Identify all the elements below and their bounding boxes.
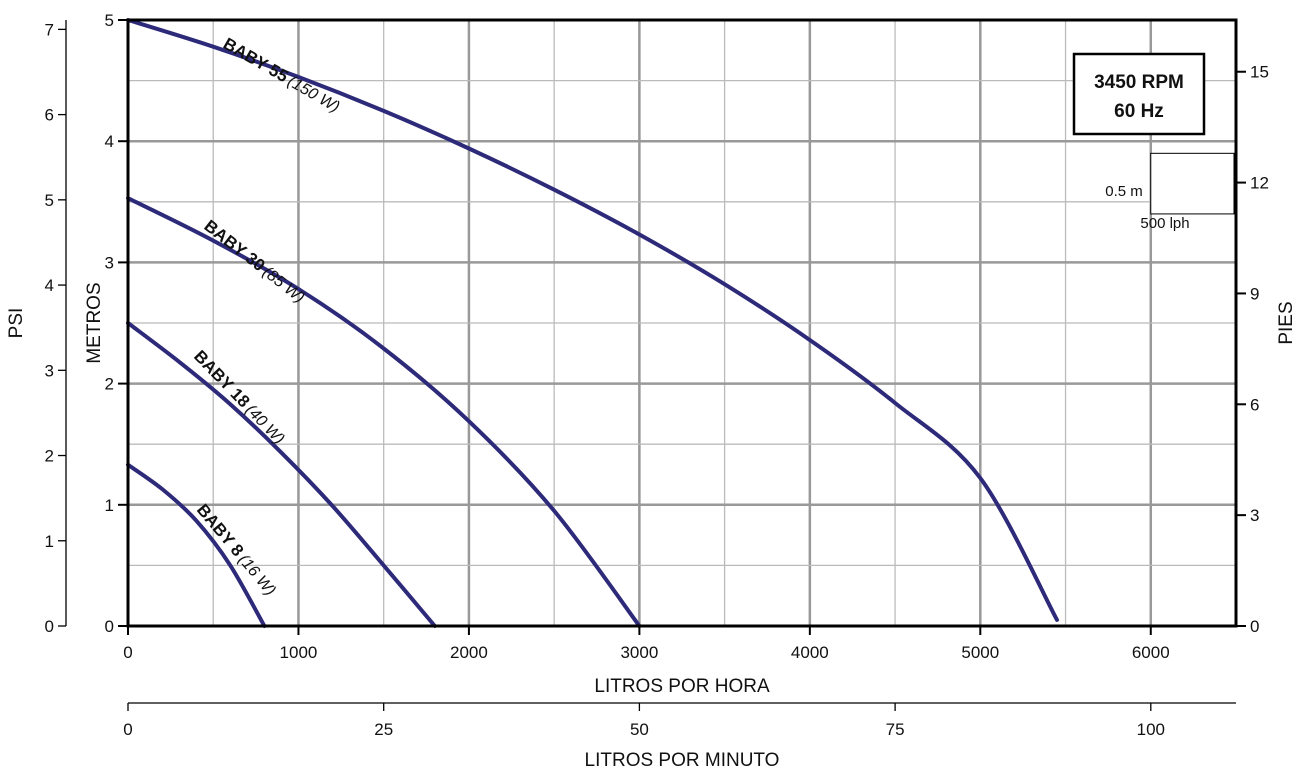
scale-legend-height: 0.5 m xyxy=(1105,183,1143,200)
pies-tick-label: 6 xyxy=(1250,395,1259,414)
x-tick-label: 4000 xyxy=(791,643,829,662)
curve-label-baby-18: BABY 18(40 W) xyxy=(190,347,289,448)
curve-power: (40 W) xyxy=(242,402,288,448)
frequency-label: 60 Hz xyxy=(1114,101,1164,122)
x2-tick-label: 100 xyxy=(1137,720,1165,739)
curve-baby-8 xyxy=(126,462,267,628)
x-tick-label: 1000 xyxy=(280,643,318,662)
x-tick-label: 5000 xyxy=(961,643,999,662)
curve-power: (85 W) xyxy=(259,264,307,307)
scale-legend-width: 500 lph xyxy=(1140,215,1189,232)
y-tick-label: 0 xyxy=(105,617,114,636)
rpm-info-box xyxy=(1072,52,1206,136)
y-axis-title: METROS xyxy=(84,282,105,363)
curve-baby-30 xyxy=(126,196,642,628)
y-tick-label: 3 xyxy=(105,253,114,272)
curve-power: (150 W) xyxy=(285,73,343,116)
x-axis-title: LITROS POR HORA xyxy=(594,676,770,697)
scale-legend-square xyxy=(1150,152,1235,215)
pies-tick-label: 12 xyxy=(1250,174,1269,193)
curve-name: BABY 55 xyxy=(220,34,291,86)
curve-baby-55 xyxy=(126,18,1059,622)
psi-tick-label: 7 xyxy=(45,20,54,39)
psi-tick-label: 2 xyxy=(45,447,54,466)
grid xyxy=(128,20,1236,626)
plot-frame xyxy=(126,18,1238,628)
curve-baby-18 xyxy=(126,321,437,628)
y-tick-label: 1 xyxy=(105,496,114,515)
performance-curves xyxy=(126,18,1059,628)
x2-tick-label: 0 xyxy=(123,720,132,739)
pies-axis-title: PIES xyxy=(1276,301,1297,344)
psi-tick-label: 5 xyxy=(45,191,54,210)
x-tick-label: 6000 xyxy=(1132,643,1170,662)
curve-label-baby-55: BABY 55(150 W) xyxy=(220,34,343,116)
x-tick-label: 3000 xyxy=(620,643,658,662)
x-tick-label: 0 xyxy=(123,643,132,662)
pies-tick-label: 0 xyxy=(1250,617,1259,636)
curve-power: (16 W) xyxy=(235,551,279,599)
curve-label-baby-8: BABY 8(16 W) xyxy=(193,500,280,599)
psi-tick-label: 3 xyxy=(45,361,54,380)
curve-name: BABY 30 xyxy=(201,216,269,275)
x-tick-label: 2000 xyxy=(450,643,488,662)
x2-tick-label: 50 xyxy=(630,720,649,739)
pies-tick-label: 3 xyxy=(1250,506,1259,525)
x2-tick-label: 25 xyxy=(374,720,393,739)
psi-tick-label: 1 xyxy=(45,532,54,551)
pies-tick-label: 9 xyxy=(1250,284,1259,303)
y-tick-label: 5 xyxy=(105,11,114,30)
x2-axis-title: LITROS POR MINUTO xyxy=(585,750,780,771)
rpm-label: 3450 RPM xyxy=(1094,72,1184,93)
psi-tick-label: 6 xyxy=(45,106,54,125)
psi-tick-label: 4 xyxy=(45,276,54,295)
psi-tick-label: 0 xyxy=(45,617,54,636)
annotations: 3450 RPM 60 Hz 0.5 m 500 lph xyxy=(1072,52,1235,232)
psi-axis-title: PSI xyxy=(6,308,27,339)
y-tick-label: 4 xyxy=(105,132,114,151)
x2-tick-label: 75 xyxy=(886,720,905,739)
pies-tick-label: 15 xyxy=(1250,63,1269,82)
y-tick-label: 2 xyxy=(105,375,114,394)
